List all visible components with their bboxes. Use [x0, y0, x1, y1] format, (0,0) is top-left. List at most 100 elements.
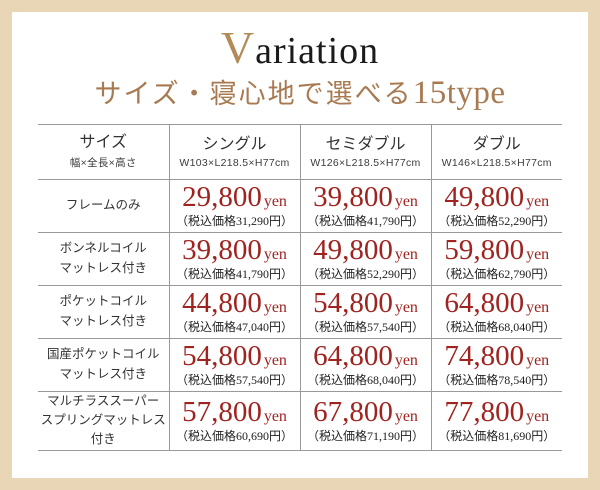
tax-price: （税込価格81,690円）	[438, 428, 556, 443]
price-amount: 67,800	[313, 395, 393, 428]
price-unit: yen	[263, 407, 287, 425]
tax-price: （税込価格52,290円）	[306, 266, 424, 281]
price-amount: 54,800	[182, 339, 262, 372]
content-panel: Variation サイズ・寝心地で選べる15type サイズ 幅×全長×高さ …	[12, 12, 588, 478]
price-unit: yen	[394, 192, 418, 210]
col-sub: W103×L218.5×H77cm	[179, 156, 290, 169]
price-unit: yen	[263, 245, 287, 263]
price: 74,800 yen	[432, 339, 563, 372]
price-amount: 39,800	[313, 180, 393, 213]
price-cell: 59,800 yen （税込価格62,790円）	[430, 231, 563, 286]
price-cell: 54,800 yen （税込価格57,540円）	[299, 284, 431, 339]
tax-price: （税込価格68,040円）	[306, 372, 424, 387]
price-unit: yen	[526, 298, 550, 316]
tax-price: （税込価格52,290円）	[438, 213, 556, 228]
price-amount: 49,800	[444, 180, 525, 213]
price-amount: 57,800	[182, 395, 262, 428]
price-unit: yen	[263, 298, 287, 316]
price: 67,800 yen	[301, 395, 431, 428]
price-amount: 74,800	[444, 339, 525, 372]
table-row: マルチラススーパー スプリングマットレス付き 57,800 yen （税込価格60…	[38, 390, 563, 451]
title-rest: ariation	[255, 30, 380, 72]
price-amount: 39,800	[182, 233, 262, 266]
price: 49,800 yen	[432, 180, 563, 213]
col-header-semidouble: セミダブル W126×L218.5×H77cm	[299, 123, 431, 180]
tax-price: （税込価格60,690円）	[175, 428, 293, 443]
price-unit: yen	[526, 245, 550, 263]
price: 39,800 yen	[301, 180, 431, 213]
price-cell: 49,800 yen （税込価格52,290円）	[299, 231, 431, 286]
price-cell: 67,800 yen （税込価格71,190円）	[299, 390, 431, 451]
price-cell: 44,800 yen （税込価格47,040円）	[168, 284, 300, 339]
price-cell: 57,800 yen （税込価格60,690円）	[168, 390, 300, 451]
page-subtitle: サイズ・寝心地で選べる15type	[12, 74, 588, 114]
col-label: ダブル	[472, 135, 521, 153]
row-label: ポケットコイル マットレス付き	[38, 284, 169, 339]
price-cell: 77,800 yen （税込価格81,690円）	[430, 390, 563, 451]
price: 39,800 yen	[170, 233, 300, 266]
price-unit: yen	[394, 245, 418, 263]
price-unit: yen	[394, 298, 418, 316]
row-label: 国産ポケットコイル マットレス付き	[38, 337, 169, 392]
table-row: ボンネルコイル マットレス付き 39,800 yen （税込価格41,790円） …	[38, 231, 563, 286]
title-initial: V	[220, 22, 256, 73]
price: 54,800 yen	[170, 339, 300, 372]
col-label: サイズ	[79, 134, 128, 151]
col-label: シングル	[202, 135, 267, 153]
col-header-size: サイズ 幅×全長×高さ	[38, 123, 169, 180]
table-row: フレームのみ 29,800 yen （税込価格31,290円） 39,800 yen…	[38, 178, 563, 233]
tax-price: （税込価格41,790円）	[306, 213, 424, 228]
col-header-double: ダブル W146×L218.5×H77cm	[430, 123, 562, 180]
price: 29,800 yen	[170, 180, 300, 213]
price-amount: 54,800	[313, 286, 393, 319]
price-amount: 77,800	[444, 395, 525, 428]
tax-price: （税込価格57,540円）	[306, 319, 424, 334]
price-cell: 54,800 yen （税込価格57,540円）	[168, 337, 300, 392]
price: 44,800 yen	[170, 288, 300, 318]
tax-price: （税込価格62,790円）	[438, 266, 556, 281]
page-title: Variation	[12, 25, 588, 71]
price-unit: yen	[263, 192, 287, 210]
price: 59,800 yen	[432, 233, 563, 266]
col-sub: 幅×全長×高さ	[69, 157, 137, 170]
price-unit: yen	[263, 351, 287, 369]
subtitle-type-count: 15type	[412, 75, 506, 111]
subtitle-text: サイズ・寝心地で選べる	[94, 79, 413, 109]
col-sub: W146×L218.5×H77cm	[441, 156, 552, 169]
header-row: サイズ 幅×全長×高さ シングル W103×L218.5×H77cm セミダブル…	[38, 123, 562, 180]
tax-price: （税込価格41,790円）	[175, 266, 293, 281]
price-unit: yen	[526, 407, 550, 425]
price-table: サイズ 幅×全長×高さ シングル W103×L218.5×H77cm セミダブル…	[38, 123, 563, 451]
price-cell: 29,800 yen （税込価格31,290円）	[168, 178, 300, 233]
row-label: フレームのみ	[38, 178, 169, 233]
price: 57,800 yen	[170, 395, 300, 428]
price: 64,800 yen	[432, 286, 563, 319]
col-sub: W126×L218.5×H77cm	[310, 156, 421, 169]
col-header-single: シングル W103×L218.5×H77cm	[168, 123, 300, 180]
price-cell: 74,800 yen （税込価格78,540円）	[430, 337, 563, 392]
price: 77,800 yen	[432, 395, 563, 428]
price-cell: 49,800 yen （税込価格52,290円）	[430, 178, 563, 233]
tax-price: （税込価格68,040円）	[438, 319, 556, 334]
tax-price: （税込価格71,190円）	[306, 428, 424, 443]
row-label: ボンネルコイル マットレス付き	[38, 231, 169, 286]
price-cell: 39,800 yen （税込価格41,790円）	[299, 178, 431, 233]
price: 64,800 yen	[301, 341, 431, 371]
table-row: ポケットコイル マットレス付き 44,800 yen （税込価格47,040円） …	[38, 284, 563, 339]
price: 54,800 yen	[301, 286, 431, 319]
row-label: マルチラススーパー スプリングマットレス付き	[38, 390, 169, 451]
tax-price: （税込価格57,540円）	[175, 372, 293, 387]
price-cell: 39,800 yen （税込価格41,790円）	[168, 231, 300, 286]
price-unit: yen	[394, 351, 418, 369]
price-unit: yen	[526, 192, 550, 210]
price: 49,800 yen	[301, 233, 431, 266]
price-cell: 64,800 yen （税込価格68,040円）	[299, 337, 431, 392]
tax-price: （税込価格47,040円）	[175, 319, 293, 334]
price-amount: 49,800	[313, 233, 393, 266]
price-amount: 59,800	[444, 233, 525, 266]
price-amount: 29,800	[182, 180, 262, 213]
price-amount: 64,800	[444, 286, 525, 319]
price-unit: yen	[526, 351, 550, 369]
price-unit: yen	[394, 407, 418, 425]
col-label: セミダブル	[325, 135, 406, 153]
